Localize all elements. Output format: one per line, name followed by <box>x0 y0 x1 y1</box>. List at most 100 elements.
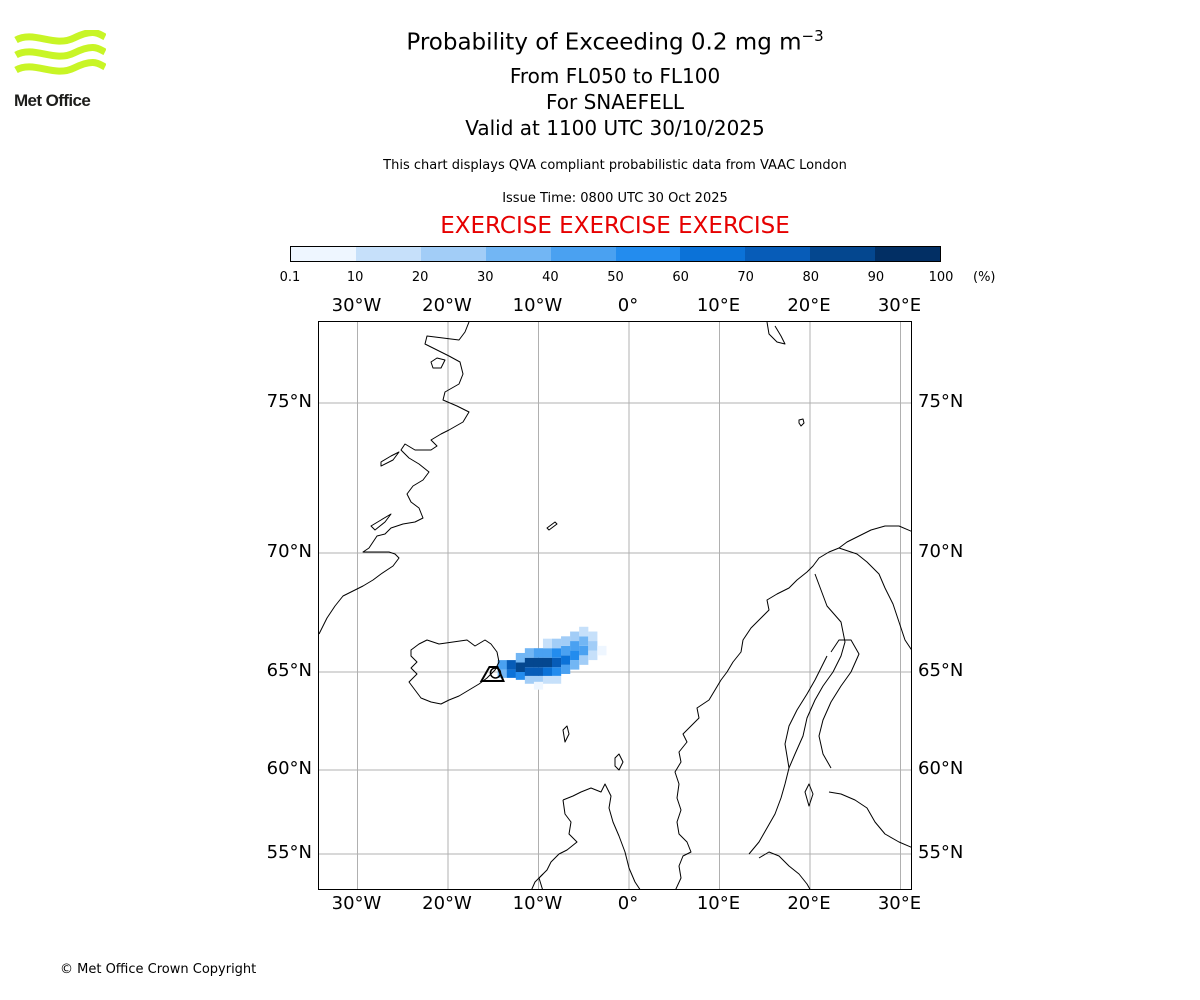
plume-cell <box>515 672 525 680</box>
axis-tick-label: 65°N <box>266 660 312 681</box>
axis-tick-label: 70°N <box>918 541 964 562</box>
axis-tick-label: 75°N <box>266 391 312 412</box>
colorbar-segment <box>485 247 551 261</box>
colorbar-tick-label: 30 <box>477 270 494 285</box>
plume-cell <box>588 641 598 651</box>
plume-cell <box>542 638 553 649</box>
norway-coast <box>674 525 911 889</box>
greenland-island-north <box>430 357 446 369</box>
plume-cell <box>515 662 525 672</box>
plume-cell <box>506 669 516 678</box>
colorbar-tick-label: 100 <box>928 270 954 285</box>
faroe-islands <box>562 725 570 743</box>
plume-cell <box>524 657 535 668</box>
axis-tick-label: 20°E <box>787 295 831 316</box>
colorbar-tick-label: 80 <box>802 270 820 285</box>
map-panel <box>318 321 912 890</box>
axis-tick-label: 20°E <box>787 893 831 914</box>
volcano-triangle <box>479 665 505 682</box>
volcano-circle <box>489 667 502 679</box>
axis-tick-label: 70°N <box>266 541 312 562</box>
finland-border <box>838 547 911 650</box>
volcano-marker-icon <box>479 665 505 682</box>
plume-cell <box>542 675 553 684</box>
plume-cell <box>533 681 544 690</box>
colorbar-tick-label: 90 <box>867 270 885 285</box>
plume-cell <box>570 631 580 642</box>
valid-time: Valid at 1100 UTC 30/10/2025 <box>465 116 765 140</box>
axis-tick-label: 65°N <box>918 660 964 681</box>
axis-tick-label: 30°W <box>331 295 382 316</box>
colorbar-segment <box>745 247 811 261</box>
plume-cell <box>552 638 562 649</box>
axis-tick-label: 20°W <box>422 295 472 316</box>
axis-tick-label: 75°N <box>918 391 964 412</box>
plume-cell <box>561 645 571 656</box>
plume-cell <box>533 675 544 684</box>
colorbar-segment <box>875 247 941 261</box>
colorbar-segment <box>355 247 421 261</box>
axis-tick-label: 30°E <box>877 893 922 914</box>
plume-cell <box>570 660 580 670</box>
probability-colorbar <box>290 246 941 262</box>
colorbar-tick-label: 20 <box>411 270 429 285</box>
plume-cell <box>542 667 553 676</box>
met-office-wave-logo-icon <box>14 29 107 114</box>
issue-time: Issue Time: 0800 UTC 30 Oct 2025 <box>502 191 728 206</box>
map-canvas <box>319 322 911 889</box>
sweden-east-coast <box>748 655 828 855</box>
ash-probability-plume <box>497 626 607 690</box>
plume-cell <box>588 650 598 661</box>
colorbar-tick-label: 40 <box>542 270 559 285</box>
axis-tick-label: 55°N <box>266 842 312 863</box>
axis-tick-label: 55°N <box>918 842 964 863</box>
colorbar-segment <box>291 247 356 261</box>
greenland-fjord-2 <box>370 513 392 531</box>
colorbar-tick-label: 60 <box>672 270 689 285</box>
gulf-bothnia <box>818 639 860 769</box>
bear-island <box>798 418 805 427</box>
colorbar-segment <box>810 247 876 261</box>
ireland-coast <box>531 873 544 889</box>
plume-cell <box>533 657 544 668</box>
axis-tick-label: 30°W <box>331 893 382 914</box>
copyright-notice: © Met Office Crown Copyright <box>60 962 257 977</box>
plume-cell <box>533 648 544 658</box>
axis-tick-label: 30°E <box>877 295 922 316</box>
plume-cell <box>552 675 562 684</box>
exercise-banner: EXERCISE EXERCISE EXERCISE <box>440 213 790 239</box>
plume-cell <box>561 664 571 674</box>
plume-cell <box>542 657 553 668</box>
gotland <box>804 783 814 807</box>
volcano-name: For SNAEFELL <box>545 90 684 114</box>
plume-cell <box>515 652 525 663</box>
plume-cell <box>561 636 571 646</box>
plume-cell <box>524 675 535 684</box>
axis-tick-label: 20°W <box>422 893 472 914</box>
greenland-coast <box>319 322 470 635</box>
colorbar-segment <box>420 247 486 261</box>
shetland <box>614 753 624 771</box>
coastlines <box>319 322 911 889</box>
plume-cell <box>506 660 516 670</box>
colorbar-segment <box>615 247 681 261</box>
plume-cell <box>524 648 535 658</box>
axis-tick-label: 10°W <box>512 295 563 316</box>
uk-west-coast <box>538 799 578 889</box>
plume-cell <box>579 645 589 656</box>
greenland-fjord-1 <box>380 451 400 467</box>
axis-tick-label: 60°N <box>918 758 964 779</box>
axis-tick-label: 10°W <box>512 893 563 914</box>
plume-cell <box>533 667 544 676</box>
graticule <box>319 322 911 889</box>
colorbar-unit: (%) <box>973 270 996 285</box>
jan-mayen <box>546 521 558 531</box>
plume-cell <box>524 667 535 676</box>
plume-cell <box>561 655 571 665</box>
baltic-states <box>828 791 911 848</box>
met-office-logo-text: Met Office <box>14 91 91 110</box>
plume-cell <box>570 641 580 651</box>
colorbar-segment <box>550 247 616 261</box>
plume-cell <box>588 631 598 642</box>
svalbard-south <box>766 322 786 345</box>
